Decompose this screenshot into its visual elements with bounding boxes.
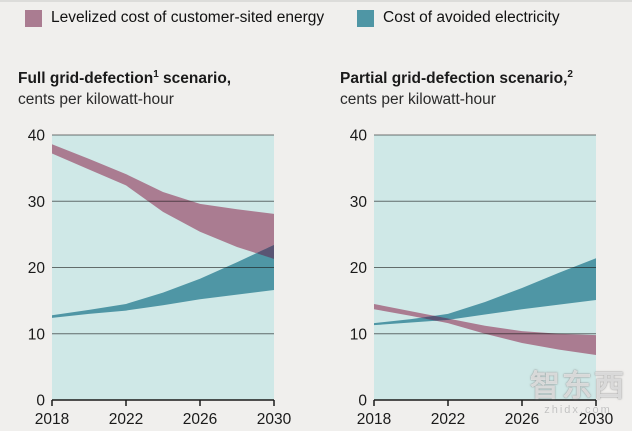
- footnote-marker-1: 1: [153, 69, 159, 80]
- y-tick-label: 10: [350, 326, 368, 343]
- legend-item-avoided: Cost of avoided electricity: [357, 9, 560, 27]
- x-tick-label: 2022: [431, 411, 465, 428]
- y-tick-label: 30: [350, 194, 368, 211]
- y-tick-label: 30: [28, 194, 46, 211]
- legend-label-avoided: Cost of avoided electricity: [383, 9, 560, 26]
- y-tick-label: 10: [28, 326, 46, 343]
- y-tick-label: 0: [358, 393, 367, 410]
- y-tick-label: 20: [28, 260, 46, 277]
- right-chart-subtitle: cents per kilowatt-hour: [340, 91, 496, 109]
- x-tick-label: 2030: [257, 411, 292, 428]
- band-series-1: [52, 244, 274, 318]
- left-chart-title-main: Full grid-defection1 scenario,: [18, 69, 232, 88]
- footnote-marker-2: 2: [567, 69, 573, 80]
- x-tick-label: 2022: [109, 411, 143, 428]
- x-tick-label: 2026: [505, 411, 539, 428]
- left-chart-title: Full grid-defection1 scenario, cents per…: [18, 64, 231, 110]
- legend-item-levelized: Levelized cost of customer-sited energy: [25, 9, 324, 27]
- x-tick-label: 2026: [183, 411, 217, 428]
- band-overlap: [257, 244, 274, 259]
- band-overlap: [421, 315, 452, 321]
- band-series-1: [374, 258, 596, 326]
- x-tick-label: 2030: [579, 411, 614, 428]
- y-tick-label: 40: [350, 128, 368, 145]
- y-tick-label: 0: [36, 393, 45, 410]
- y-tick-label: 20: [350, 260, 368, 277]
- x-tick-label: 2018: [35, 411, 69, 428]
- x-tick-label: 2018: [357, 411, 391, 428]
- y-tick-label: 40: [28, 128, 46, 145]
- left-chart-subtitle: cents per kilowatt-hour: [18, 91, 174, 109]
- legend-label-levelized: Levelized cost of customer-sited energy: [51, 9, 325, 26]
- right-chart-title: Partial grid-defection scenario,2 cents …: [340, 64, 573, 110]
- right-chart-title-main: Partial grid-defection scenario,2: [340, 69, 573, 88]
- legend-swatch-levelized: [25, 9, 42, 27]
- legend-swatch-avoided: [357, 9, 374, 27]
